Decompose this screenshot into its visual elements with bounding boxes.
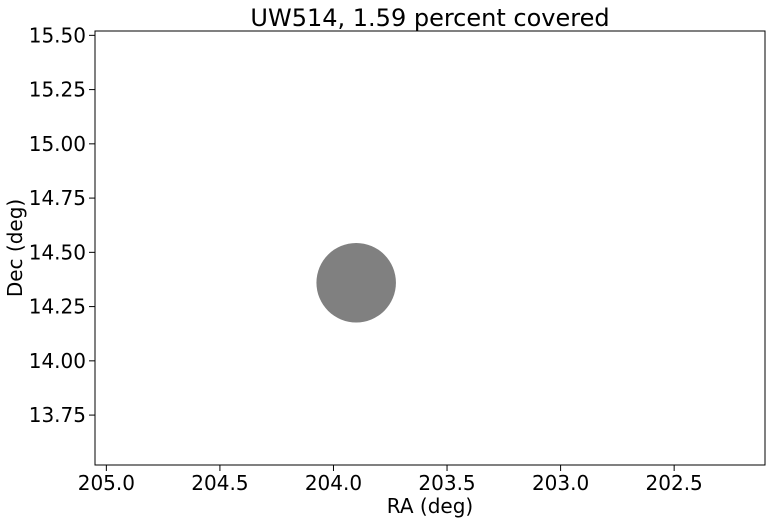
y-tick-label: 14.75 (29, 186, 86, 210)
y-tick-label: 15.50 (29, 23, 86, 47)
coverage-circle (316, 242, 396, 323)
plot-background (95, 31, 765, 465)
x-axis-ticks: 205.0 204.5 204.0 203.5 203.0 202.5 (78, 465, 703, 495)
x-tick-label: 205.0 (78, 471, 135, 495)
x-tick-label: 204.0 (305, 471, 362, 495)
x-tick-label: 203.5 (418, 471, 475, 495)
y-tick-label: 14.50 (29, 240, 86, 264)
chart-title: UW514, 1.59 percent covered (250, 4, 609, 32)
y-axis-ticks: 13.75 14.00 14.25 14.50 14.75 15.00 15.25 15.50 (29, 23, 95, 427)
y-tick-label: 15.25 (29, 78, 86, 102)
y-tick-label: 15.00 (29, 132, 86, 156)
y-tick-label: 14.00 (29, 349, 86, 373)
y-tick-label: 14.25 (29, 295, 86, 319)
y-tick-label: 13.75 (29, 403, 86, 427)
x-tick-label: 203.0 (532, 471, 589, 495)
x-tick-label: 204.5 (191, 471, 248, 495)
y-axis-label: Dec (deg) (3, 199, 27, 297)
data-marks (316, 242, 396, 323)
plot-frame (94, 30, 766, 466)
x-tick-label: 202.5 (646, 471, 703, 495)
x-axis-label: RA (deg) (387, 494, 473, 518)
